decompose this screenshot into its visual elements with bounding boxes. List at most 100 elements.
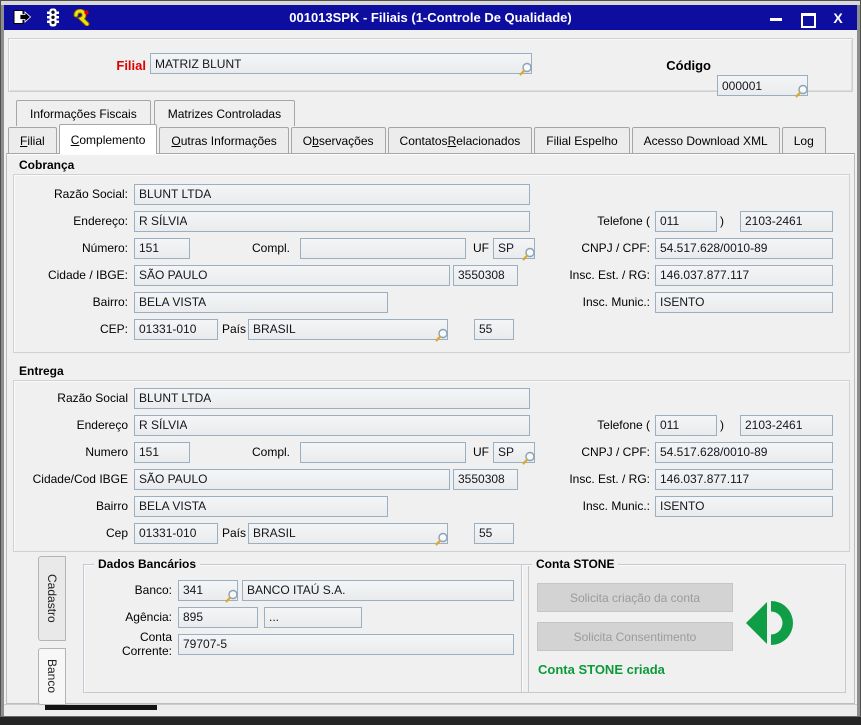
- agencia-field[interactable]: 895: [178, 606, 258, 628]
- uf-field[interactable]: SP: [493, 237, 536, 262]
- insc-mun-label: Insc. Munic.:: [582, 499, 650, 513]
- telefone-field[interactable]: 2103-2461: [740, 414, 833, 436]
- ibge-field[interactable]: 3550308: [453, 264, 518, 286]
- insc-mun-field[interactable]: ISENTO: [655, 495, 833, 517]
- cnpj-label: CNPJ / CPF:: [581, 241, 650, 255]
- conta-corrente-label: Conta Corrente:: [121, 630, 172, 658]
- numero-field[interactable]: 151: [134, 237, 190, 259]
- agencia-label: Agência:: [125, 610, 172, 624]
- uf-field[interactable]: SP: [493, 441, 536, 466]
- minimize-button[interactable]: [769, 11, 783, 25]
- pais-codigo-field[interactable]: 55: [474, 318, 514, 340]
- compl-label: Compl.: [252, 445, 291, 459]
- bairro-field[interactable]: BELA VISTA: [134, 495, 388, 517]
- agencia-dv-field[interactable]: ...: [264, 606, 362, 628]
- telefone-ddd-field[interactable]: 011: [655, 210, 717, 232]
- numero-field[interactable]: 151: [134, 441, 190, 463]
- telefone-ddd-field[interactable]: 011: [655, 414, 717, 436]
- active-side-tab-indicator: [45, 705, 157, 710]
- exit-form-icon[interactable]: [13, 8, 32, 27]
- cnpj-field[interactable]: 54.517.628/0010-89: [655, 441, 833, 463]
- telefone-close-paren: ): [720, 214, 724, 228]
- window-frame-top: [1, 1, 860, 5]
- lookup-icon[interactable]: [521, 247, 536, 262]
- insc-est-field[interactable]: 146.037.877.117: [655, 264, 833, 286]
- telefone-field[interactable]: 2103-2461: [740, 210, 833, 232]
- banco-codigo-field[interactable]: 341: [178, 579, 239, 604]
- endereco-label: Endereço:: [73, 214, 128, 228]
- uf-label: UF: [473, 241, 489, 255]
- razao-social-label: Razão Social:: [53, 187, 128, 201]
- filial-label: Filial: [116, 58, 146, 73]
- tab-acesso-download-xml[interactable]: Acesso Download XML: [631, 127, 780, 153]
- banco-label: Banco:: [134, 583, 172, 597]
- dados-bancarios-title: Dados Bancários: [94, 557, 201, 571]
- cep-field[interactable]: 01331-010: [134, 522, 218, 544]
- header-panel: Filial MATRIZ BLUNT Código 000001: [8, 38, 853, 98]
- pais-field[interactable]: BRASIL: [248, 522, 449, 547]
- conta-corrente-field[interactable]: 79707-5: [178, 633, 514, 655]
- telefone-label: Telefone (: [597, 418, 650, 432]
- solicita-consentimento-button[interactable]: Solicita Consentimento: [537, 622, 733, 651]
- filial-field[interactable]: MATRIZ BLUNT: [150, 53, 533, 77]
- cnpj-field[interactable]: 54.517.628/0010-89: [655, 237, 833, 259]
- cidade-field[interactable]: SÃO PAULO: [134, 468, 450, 490]
- close-button[interactable]: X: [833, 9, 843, 26]
- banco-nome-field[interactable]: BANCO ITAÚ S.A.: [242, 579, 514, 601]
- endereco-field[interactable]: R SÍLVIA: [134, 414, 530, 436]
- tab-log[interactable]: Log: [781, 127, 826, 153]
- cep-label: Cep: [105, 526, 128, 540]
- razao-social-field[interactable]: BLUNT LTDA: [134, 387, 530, 409]
- maximize-button[interactable]: [800, 11, 816, 28]
- endereco-label: Endereço: [76, 418, 128, 432]
- wrench-icon[interactable]: [73, 8, 92, 27]
- cidade-field[interactable]: SÃO PAULO: [134, 264, 450, 286]
- insc-mun-field[interactable]: ISENTO: [655, 291, 833, 313]
- lookup-icon[interactable]: [434, 532, 449, 547]
- bairro-field[interactable]: BELA VISTA: [134, 291, 388, 313]
- lookup-icon[interactable]: [521, 451, 536, 466]
- solicita-criacao-conta-button[interactable]: Solicita criação da conta: [537, 583, 733, 612]
- client-area: Filial MATRIZ BLUNT Código 000001 Inform…: [4, 30, 857, 705]
- dados-bancarios-groupbox: Dados Bancários Banco: 341 BANCO ITAÚ S.…: [83, 557, 529, 693]
- compl-field[interactable]: [300, 441, 466, 463]
- lookup-icon[interactable]: [224, 589, 239, 604]
- conta-stone-groupbox: Conta STONE Solicita criação da conta So…: [521, 557, 846, 693]
- telefone-label: Telefone (: [597, 214, 650, 228]
- endereco-field[interactable]: R SÍLVIA: [134, 210, 530, 232]
- insc-est-label: Insc. Est. / RG:: [569, 472, 650, 486]
- lookup-icon[interactable]: [518, 62, 533, 77]
- entrega-title: Entrega: [19, 364, 64, 378]
- insc-est-field[interactable]: 146.037.877.117: [655, 468, 833, 490]
- cobranca-title: Cobrança: [19, 158, 75, 172]
- side-tab-banco[interactable]: Banco: [38, 648, 66, 705]
- tab-matrizes-controladas[interactable]: Matrizes Controladas: [153, 100, 296, 126]
- traffic-light-icon[interactable]: [43, 8, 62, 27]
- entrega-groupbox: Razão Social BLUNT LTDA Endereço R SÍLVI…: [13, 380, 850, 552]
- compl-field[interactable]: [300, 237, 466, 259]
- bairro-label: Bairro:: [92, 295, 128, 309]
- razao-social-field[interactable]: BLUNT LTDA: [134, 183, 530, 205]
- pais-field[interactable]: BRASIL: [248, 318, 449, 343]
- pais-codigo-field[interactable]: 55: [474, 522, 514, 544]
- window-controls: X: [769, 5, 845, 30]
- cep-field[interactable]: 01331-010: [134, 318, 218, 340]
- tab-filial-espelho[interactable]: Filial Espelho: [534, 127, 630, 153]
- codigo-field[interactable]: 000001: [717, 75, 809, 99]
- razao-social-label: Razão Social: [57, 391, 128, 405]
- side-tab-cadastro[interactable]: Cadastro: [38, 556, 66, 641]
- tab-informacoes-fiscais[interactable]: Informações Fiscais: [16, 100, 151, 126]
- status-bar: [4, 704, 857, 716]
- lookup-icon[interactable]: [794, 84, 809, 99]
- conta-stone-status: Conta STONE criada: [538, 662, 665, 677]
- lookup-icon[interactable]: [434, 328, 449, 343]
- pais-label: País: [222, 526, 247, 540]
- ibge-field[interactable]: 3550308: [453, 468, 518, 490]
